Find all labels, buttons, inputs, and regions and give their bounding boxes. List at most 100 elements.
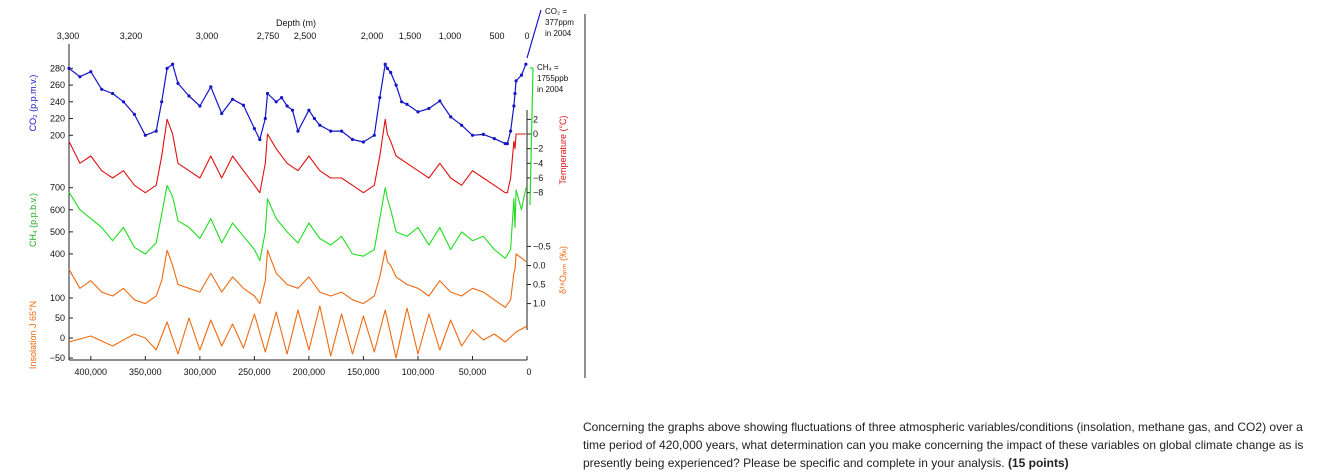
series-point-co2-32 xyxy=(340,129,344,133)
top-tick-2-500: 2,500 xyxy=(294,31,317,41)
right-tick-delta18o-atm-0-5: 0.5 xyxy=(533,280,546,290)
question-body: Concerning the graphs above showing fluc… xyxy=(583,420,1304,470)
series-point-co2-11 xyxy=(171,62,175,66)
bottom-tick-150-000: 150,000 xyxy=(347,367,380,377)
series-point-co2-38 xyxy=(385,66,389,70)
left-axis-title-insolation: Insolation J 65°N xyxy=(28,301,38,369)
bottom-tick-400-000: 400,000 xyxy=(75,367,108,377)
right-tick-temperature-0: 0 xyxy=(533,129,538,139)
right-tick-temperature-8: −8 xyxy=(533,188,543,198)
series-point-co2-43 xyxy=(416,110,420,114)
series-point-co2-2 xyxy=(89,70,93,74)
series-point-co2-58 xyxy=(524,62,528,66)
series-point-co2-40 xyxy=(394,83,398,87)
top-tick-3-300: 3,300 xyxy=(57,31,80,41)
series-point-co2-37 xyxy=(383,62,387,66)
series-point-co2-18 xyxy=(241,103,246,107)
series-point-co2-24 xyxy=(280,96,284,100)
annotation-0-line-1: 377ppm xyxy=(545,18,574,27)
series-point-co2-19 xyxy=(252,127,256,131)
annotation-1-line-1: 1755ppb xyxy=(537,74,569,83)
series-point-co2-47 xyxy=(460,123,464,127)
bottom-tick-250-000: 250,000 xyxy=(238,367,271,377)
left-tick-insolation-100: 100 xyxy=(50,293,65,303)
chart-svg: Depth (m) 3,300 3,200 3,000 2,750 2,500 2,000 1… xyxy=(28,7,586,378)
series-point-co2-17 xyxy=(231,97,235,101)
series-point-co2-56 xyxy=(514,79,518,83)
ch4-present-spike xyxy=(529,67,534,206)
series-point-co2-13 xyxy=(187,94,191,98)
annotation-1-line-0: CH₄ = xyxy=(537,63,559,72)
series-point-co2-1 xyxy=(78,75,82,79)
series-point-co2-52 xyxy=(505,142,509,146)
series-point-co2-41 xyxy=(400,100,404,104)
left-tick-insolation-50: −50 xyxy=(50,353,65,363)
left-tick-ch4-600: 600 xyxy=(50,205,65,215)
series-point-co2-46 xyxy=(449,115,453,119)
top-tick-500: 500 xyxy=(489,31,504,41)
left-tick-co2-200: 200 xyxy=(50,130,65,140)
right-tick-temperature-2: −2 xyxy=(533,144,543,154)
question-points: (15 points) xyxy=(1007,456,1069,470)
left-tick-co2-280: 280 xyxy=(50,63,65,73)
series-point-co2-6 xyxy=(132,112,136,116)
series-point-co2-28 xyxy=(307,108,311,112)
series-line-ch4 xyxy=(68,184,527,262)
right-tick-temperature-6: −6 xyxy=(533,173,543,183)
series-point-co2-31 xyxy=(329,129,333,133)
annotation-0-line-0: CO₂ = xyxy=(545,7,567,16)
bottom-tick-50-000: 50,000 xyxy=(459,367,487,377)
left-tick-ch4-700: 700 xyxy=(50,183,65,193)
co2-present-spike xyxy=(526,9,542,59)
left-tick-co2-220: 220 xyxy=(50,114,65,124)
right-tick-delta18o-atm-1-0: 1.0 xyxy=(533,299,546,309)
left-tick-co2-240: 240 xyxy=(50,97,65,107)
bottom-tick-350-000: 350,000 xyxy=(129,367,162,377)
series-point-co2-48 xyxy=(470,133,475,137)
series-point-co2-8 xyxy=(154,129,158,133)
top-tick-1-500: 1,500 xyxy=(399,31,422,41)
right-tick-delta18o-atm-0-0: 0.0 xyxy=(533,260,546,270)
series-point-co2-14 xyxy=(198,104,202,108)
right-axis-title-temperature: Temperature (°C) xyxy=(558,115,568,184)
series-point-co2-26 xyxy=(290,108,295,112)
top-tick-3-200: 3,200 xyxy=(120,31,143,41)
series-point-co2-20 xyxy=(258,137,262,142)
series-point-co2-53 xyxy=(509,129,513,133)
series-point-co2-30 xyxy=(318,123,322,127)
left-tick-co2-260: 260 xyxy=(50,80,65,90)
series-point-co2-7 xyxy=(143,133,147,137)
right-tick-temperature-4: −4 xyxy=(533,158,543,168)
series-point-co2-54 xyxy=(512,104,516,108)
series-point-co2-39 xyxy=(389,70,393,75)
series-point-co2-51 xyxy=(503,142,507,146)
series-point-co2-50 xyxy=(492,137,496,141)
bottom-tick-300-000: 300,000 xyxy=(184,367,217,377)
series-point-co2-21 xyxy=(263,116,267,121)
left-axis-title-ch4: CH₄ (p.p.b.v.) xyxy=(28,193,38,247)
ice-core-chart: Depth (m) 3,300 3,200 3,000 2,750 2,500 2,000 1… xyxy=(0,0,600,390)
series-point-co2-3 xyxy=(100,87,104,91)
series-point-co2-22 xyxy=(265,91,270,96)
top-tick-2-000: 2,000 xyxy=(361,31,384,41)
series-point-co2-36 xyxy=(378,96,382,100)
left-axis-title-co2: CO₂ (p.p.m.v.) xyxy=(28,75,38,132)
right-axis-title-delta18o-atm: δ¹⁸Oₐₜₘ (‰) xyxy=(558,246,568,294)
series-line-insolation xyxy=(68,305,528,359)
series-point-co2-44 xyxy=(427,106,431,111)
left-tick-ch4-400: 400 xyxy=(50,249,65,259)
series-point-co2-33 xyxy=(350,137,355,142)
right-tick-delta18o-atm-0-5: −0.5 xyxy=(533,241,551,251)
left-tick-ch4-500: 500 xyxy=(50,227,65,237)
series-point-co2-0 xyxy=(67,66,71,70)
series-point-co2-10 xyxy=(165,66,169,70)
series-point-co2-42 xyxy=(405,102,409,106)
series-line-delta18o-atm xyxy=(68,249,527,308)
series-point-co2-9 xyxy=(160,100,164,104)
series-point-co2-55 xyxy=(513,91,517,96)
annotation-0-line-2: in 2004 xyxy=(545,29,572,38)
question-text: Concerning the graphs above showing fluc… xyxy=(583,418,1323,472)
series-point-co2-12 xyxy=(176,81,180,85)
top-tick-0: 0 xyxy=(524,31,529,41)
top-tick-3-000: 3,000 xyxy=(196,31,219,41)
